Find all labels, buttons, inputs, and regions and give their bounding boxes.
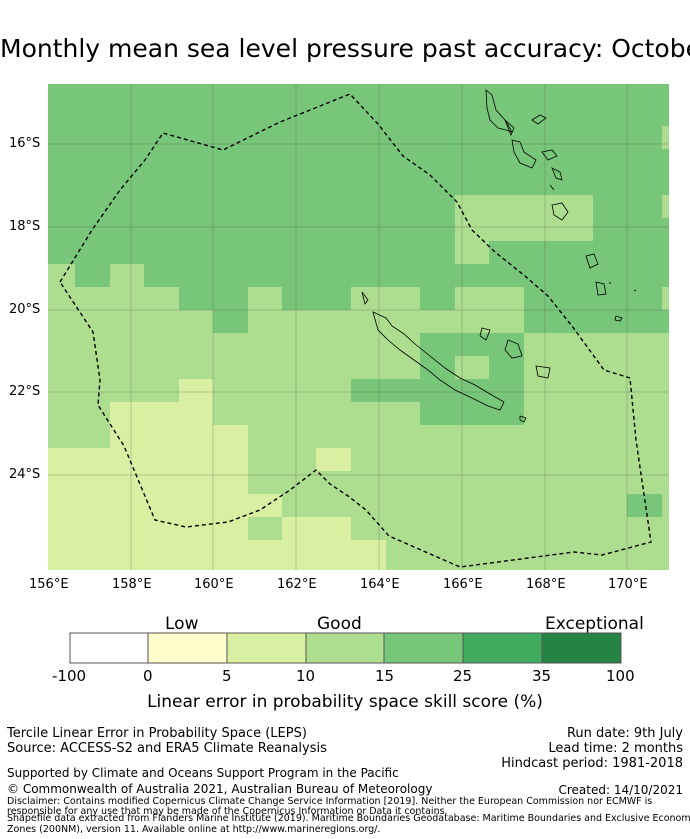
x-tick-158: 158°E	[112, 577, 152, 592]
colorbar-swatch-6	[541, 632, 622, 664]
island-outlines	[361, 89, 637, 423]
colorbar-label: Linear error in probability space skill …	[147, 692, 543, 712]
shapefile-line-2: Zones (200NM), version 11. Available onl…	[7, 824, 381, 835]
disclaimer-line-2: responsible for any use that may be made…	[7, 806, 448, 817]
colorbar-tick: 0	[143, 667, 153, 685]
map-gridlines	[48, 84, 669, 570]
eez-boundary	[59, 93, 652, 568]
info-copyright: © Commonwealth of Australia 2021, Austra…	[7, 782, 433, 796]
info-created: Created: 14/10/2021	[558, 783, 683, 797]
map-field-cells	[48, 126, 669, 570]
y-tick-16s: 16°S	[9, 136, 41, 151]
x-tick-160: 160°E	[194, 577, 234, 592]
colorbar-swatch-5	[462, 632, 543, 664]
y-tick-24s: 24°S	[9, 467, 41, 482]
y-tick-22s: 22°S	[9, 384, 41, 399]
colorbar-category-exceptional: Exceptional	[545, 614, 644, 634]
colorbar-tick: 10	[296, 667, 316, 685]
new-caledonia-outline	[372, 311, 505, 411]
colorbar-tick: -100	[52, 667, 87, 685]
shapefile-line-1: Shapefile data extracted from Flanders M…	[7, 813, 690, 824]
x-tick-162: 162°E	[277, 577, 317, 592]
x-tick-168: 168°E	[526, 577, 566, 592]
colorbar-tick: 35	[532, 667, 552, 685]
colorbar	[69, 632, 622, 664]
colorbar-tick: 15	[375, 667, 395, 685]
info-support: Supported by Climate and Oceans Support …	[7, 766, 399, 780]
colorbar-tick: 100	[606, 667, 635, 685]
colorbar-category-good: Good	[317, 614, 362, 634]
info-run-date: Run date: 9th July	[566, 726, 683, 741]
info-lead-time: Lead time: 2 months	[548, 741, 683, 756]
x-tick-170: 170°E	[608, 577, 648, 592]
chart-title: Monthly mean sea level pressure past acc…	[0, 34, 690, 63]
colorbar-swatch-2	[226, 632, 307, 664]
y-tick-20s: 20°S	[9, 302, 41, 317]
colorbar-swatch-4	[383, 632, 464, 664]
colorbar-tick: 25	[453, 667, 473, 685]
x-tick-156: 156°E	[29, 577, 69, 592]
info-method: Tercile Linear Error in Probability Spac…	[7, 726, 307, 741]
colorbar-tick: 5	[222, 667, 232, 685]
colorbar-swatch-1	[147, 632, 228, 664]
info-source: Source: ACCESS-S2 and ERA5 Climate Reana…	[7, 741, 327, 756]
colorbar-category-low: Low	[165, 614, 199, 634]
y-tick-18s: 18°S	[9, 219, 41, 234]
cell-region-low	[48, 379, 386, 570]
colorbar-swatch-3	[305, 632, 385, 664]
colorbar-swatch-0	[69, 632, 149, 664]
x-tick-164: 164°E	[360, 577, 400, 592]
x-tick-166: 166°E	[443, 577, 483, 592]
disclaimer-line-1: Disclaimer: Contains modified Copernicus…	[7, 796, 653, 807]
info-hindcast: Hindcast period: 1981-2018	[501, 756, 683, 771]
